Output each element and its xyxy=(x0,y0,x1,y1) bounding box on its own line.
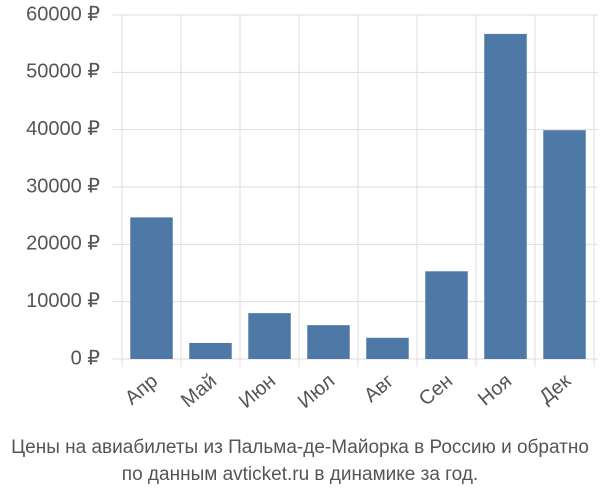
chart-title: Цены на авиабилеты из Пальма-де-Майорка … xyxy=(11,437,589,458)
bar xyxy=(484,33,527,360)
y-tick-label: 0 ₽ xyxy=(71,347,101,369)
y-tick-label: 20000 ₽ xyxy=(26,233,100,255)
bar xyxy=(543,130,586,359)
x-tick-label: Май xyxy=(177,370,221,412)
x-tick-label: Апр xyxy=(121,370,162,410)
bar xyxy=(425,271,468,359)
y-tick-label: 30000 ₽ xyxy=(26,175,100,197)
y-tick-label: 50000 ₽ xyxy=(26,61,100,83)
y-tick-label: 40000 ₽ xyxy=(26,118,100,140)
y-tick-label: 60000 ₽ xyxy=(26,3,100,25)
bar xyxy=(366,337,409,359)
chart-subtitle: по данным avticket.ru в динамике за год. xyxy=(122,464,478,485)
bar xyxy=(189,342,232,359)
x-tick-label: Сен xyxy=(415,370,457,410)
x-tick-label: Дек xyxy=(535,370,575,408)
x-tick-label: Авг xyxy=(360,370,398,407)
bar xyxy=(307,325,350,359)
x-tick-label: Ноя xyxy=(474,370,516,410)
bar xyxy=(248,313,291,359)
x-tick-label: Июн xyxy=(235,370,280,413)
x-tick-label: Июл xyxy=(294,370,339,413)
bar xyxy=(130,217,173,359)
y-tick-label: 10000 ₽ xyxy=(26,290,100,312)
